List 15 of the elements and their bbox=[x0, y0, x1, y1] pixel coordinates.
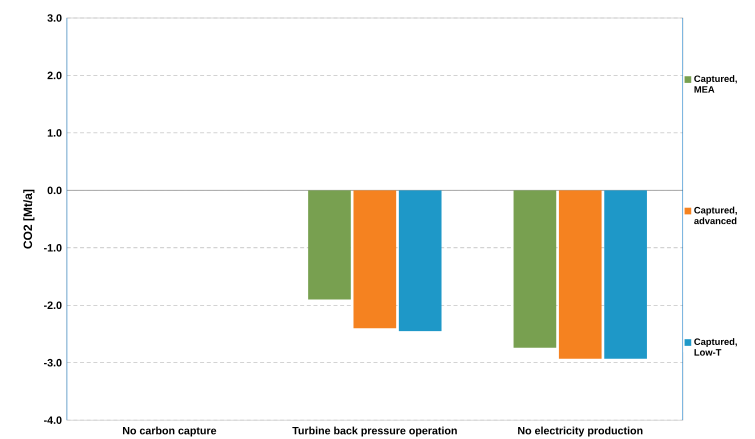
y-tick-label: 0.0 bbox=[48, 186, 62, 194]
y-axis-title: CO2 [Mt/a] bbox=[23, 190, 34, 249]
legend-label: Captured, advanced bbox=[694, 206, 737, 224]
y-tick-label: 1.0 bbox=[48, 129, 62, 137]
x-tick-label: No electricity production bbox=[518, 426, 642, 437]
y-tick-label: -3.0 bbox=[44, 359, 62, 367]
x-tick-label: No carbon capture bbox=[122, 426, 216, 437]
y-tick-label: 3.0 bbox=[47, 14, 62, 22]
y-tick-label: -4.0 bbox=[44, 416, 62, 424]
y-tick-label: 2.0 bbox=[48, 72, 62, 80]
legend-label: Captured, MEA bbox=[694, 75, 737, 93]
x-tick-label: Turbine back pressure operation bbox=[292, 426, 457, 437]
legend-label: Captured, Low-T bbox=[694, 338, 737, 356]
y-tick-label: -2.0 bbox=[44, 302, 62, 310]
y-tick-label: -1.0 bbox=[44, 244, 62, 252]
